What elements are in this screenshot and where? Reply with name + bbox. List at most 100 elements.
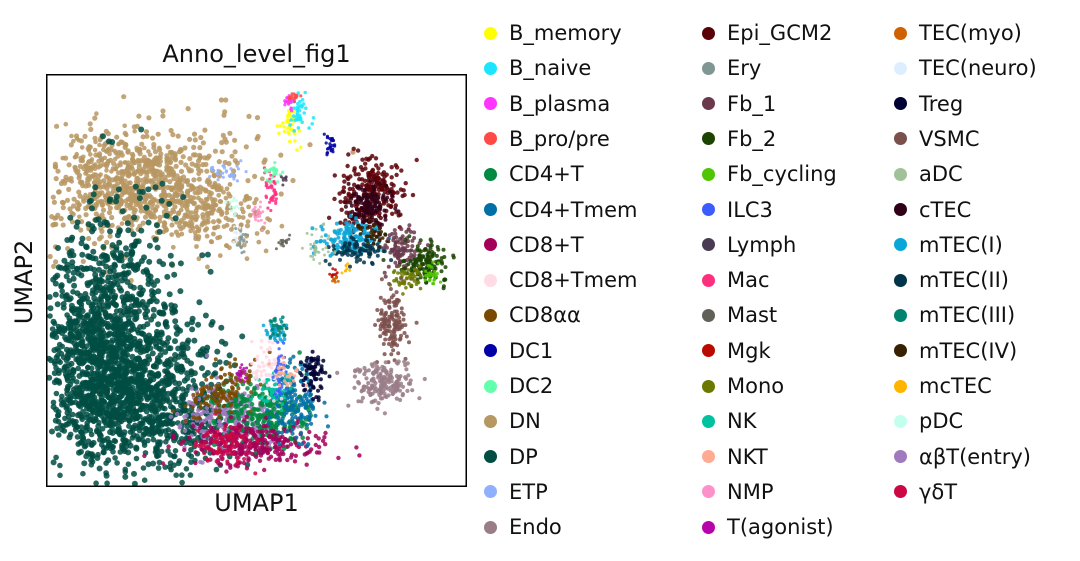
legend-item: TEC(neuro) (894, 53, 1037, 83)
legend-item: αβT(entry) (894, 442, 1031, 472)
legend-marker (894, 450, 907, 464)
cluster-nkt (267, 356, 309, 388)
legend-label: DC1 (509, 338, 554, 363)
legend-item: ILC3 (702, 195, 773, 225)
cluster-mono (388, 264, 423, 296)
legend-item: CD4+T (484, 159, 584, 189)
cluster-endo (335, 359, 427, 416)
legend-label: NKT (727, 444, 768, 469)
cluster-b-naive (287, 90, 316, 133)
x-axis-label: UMAP1 (214, 489, 299, 517)
legend-marker (894, 238, 907, 252)
legend-label: Mast (727, 303, 778, 328)
legend-item: B_naive (484, 53, 591, 83)
legend-item: Lymph (702, 230, 796, 260)
legend-marker (484, 379, 497, 393)
cluster-mtec-iii- (268, 315, 289, 339)
legend-label: CD8+T (509, 232, 584, 257)
legend-marker (484, 238, 497, 252)
y-axis-label: UMAP2 (10, 239, 38, 325)
legend-label: αβT(entry) (919, 444, 1031, 469)
legend-label: T(agonist) (727, 515, 834, 540)
legend-label: Epi_GCM2 (727, 21, 833, 45)
legend-label: TEC(myo) (919, 21, 1022, 45)
legend-label: mTEC(I) (919, 232, 1003, 257)
legend-marker (894, 203, 907, 216)
legend-item: Fb_1 (702, 89, 776, 119)
legend-marker (702, 450, 715, 464)
legend-label: DN (509, 409, 541, 434)
cluster-tec-neuro- (232, 225, 242, 244)
legend-item: ETP (484, 477, 548, 507)
cluster-dc1 (322, 132, 337, 157)
legend-label: γδT (919, 479, 958, 504)
legend-marker (484, 485, 497, 499)
legend-item: mcTEC (894, 371, 992, 401)
legend-item: DC1 (484, 336, 553, 366)
legend-label: CD8+Tmem (509, 268, 638, 293)
legend-marker (894, 167, 907, 181)
legend-marker (702, 520, 715, 534)
cluster-pdc (224, 196, 241, 218)
legend-marker (894, 273, 907, 287)
legend-marker (484, 308, 497, 322)
legend-label: mcTEC (919, 374, 992, 398)
legend-item: DP (484, 442, 538, 472)
legend-label: B_pro/pre (509, 126, 610, 151)
legend-label: Mono (727, 374, 785, 398)
legend-label: Fb_1 (727, 91, 777, 116)
legend-label: aDC (919, 162, 963, 187)
legend-label: Mac (727, 268, 770, 293)
legend-marker (702, 132, 715, 146)
legend-item: CD8+T (484, 230, 584, 260)
legend-item: cTEC (894, 195, 971, 225)
cluster-ctec (343, 178, 401, 229)
legend-item: B_pro/pre (484, 124, 610, 154)
legend-item: B_memory (484, 18, 622, 48)
legend-item: aDC (894, 159, 963, 189)
umap-plot-area (46, 74, 467, 487)
cluster-ery (234, 227, 250, 255)
legend-item: Mono (702, 371, 784, 401)
legend-item: CD4+Tmem (484, 195, 637, 225)
legend-item: pDC (894, 406, 963, 436)
legend-item: Mac (702, 265, 770, 295)
legend-marker (894, 97, 907, 111)
legend-marker (894, 379, 907, 393)
legend-label: mTEC(II) (919, 268, 1009, 293)
legend-item: Fb_cycling (702, 159, 837, 189)
legend-marker (702, 414, 715, 428)
legend-item: B_plasma (484, 89, 610, 119)
legend-label: B_naive (509, 56, 592, 81)
legend-item: NK (702, 406, 756, 436)
legend-marker (702, 167, 715, 181)
legend-marker (894, 132, 907, 146)
legend-item: DN (484, 406, 541, 436)
cluster-etp (208, 159, 248, 183)
legend-marker (484, 26, 497, 40)
legend-marker (702, 238, 715, 252)
legend-item: Treg (894, 89, 963, 119)
cluster-nmp (251, 200, 267, 232)
legend-marker (894, 414, 907, 428)
cluster-treg (298, 349, 332, 403)
legend-label: B_plasma (509, 91, 611, 116)
legend-item: γδT (894, 477, 957, 507)
legend-label: DP (509, 444, 538, 469)
cluster-mgk (328, 267, 339, 279)
cluster-t-agonist- (235, 363, 249, 384)
legend-label: Mgk (727, 338, 771, 363)
legend-label: Fb_2 (727, 126, 777, 151)
legend-item: mTEC(I) (894, 230, 1003, 260)
legend-item: Epi_GCM2 (702, 18, 832, 48)
legend-item: Endo (484, 512, 562, 542)
legend-item: Mgk (702, 336, 771, 366)
cluster-mast (274, 233, 292, 251)
legend-marker (484, 450, 497, 464)
cluster-cd8- (170, 350, 272, 423)
legend-label: cTEC (919, 197, 972, 222)
legend-label: CD8αα (509, 303, 581, 328)
legend-marker (484, 273, 497, 287)
legend-marker (894, 61, 907, 75)
